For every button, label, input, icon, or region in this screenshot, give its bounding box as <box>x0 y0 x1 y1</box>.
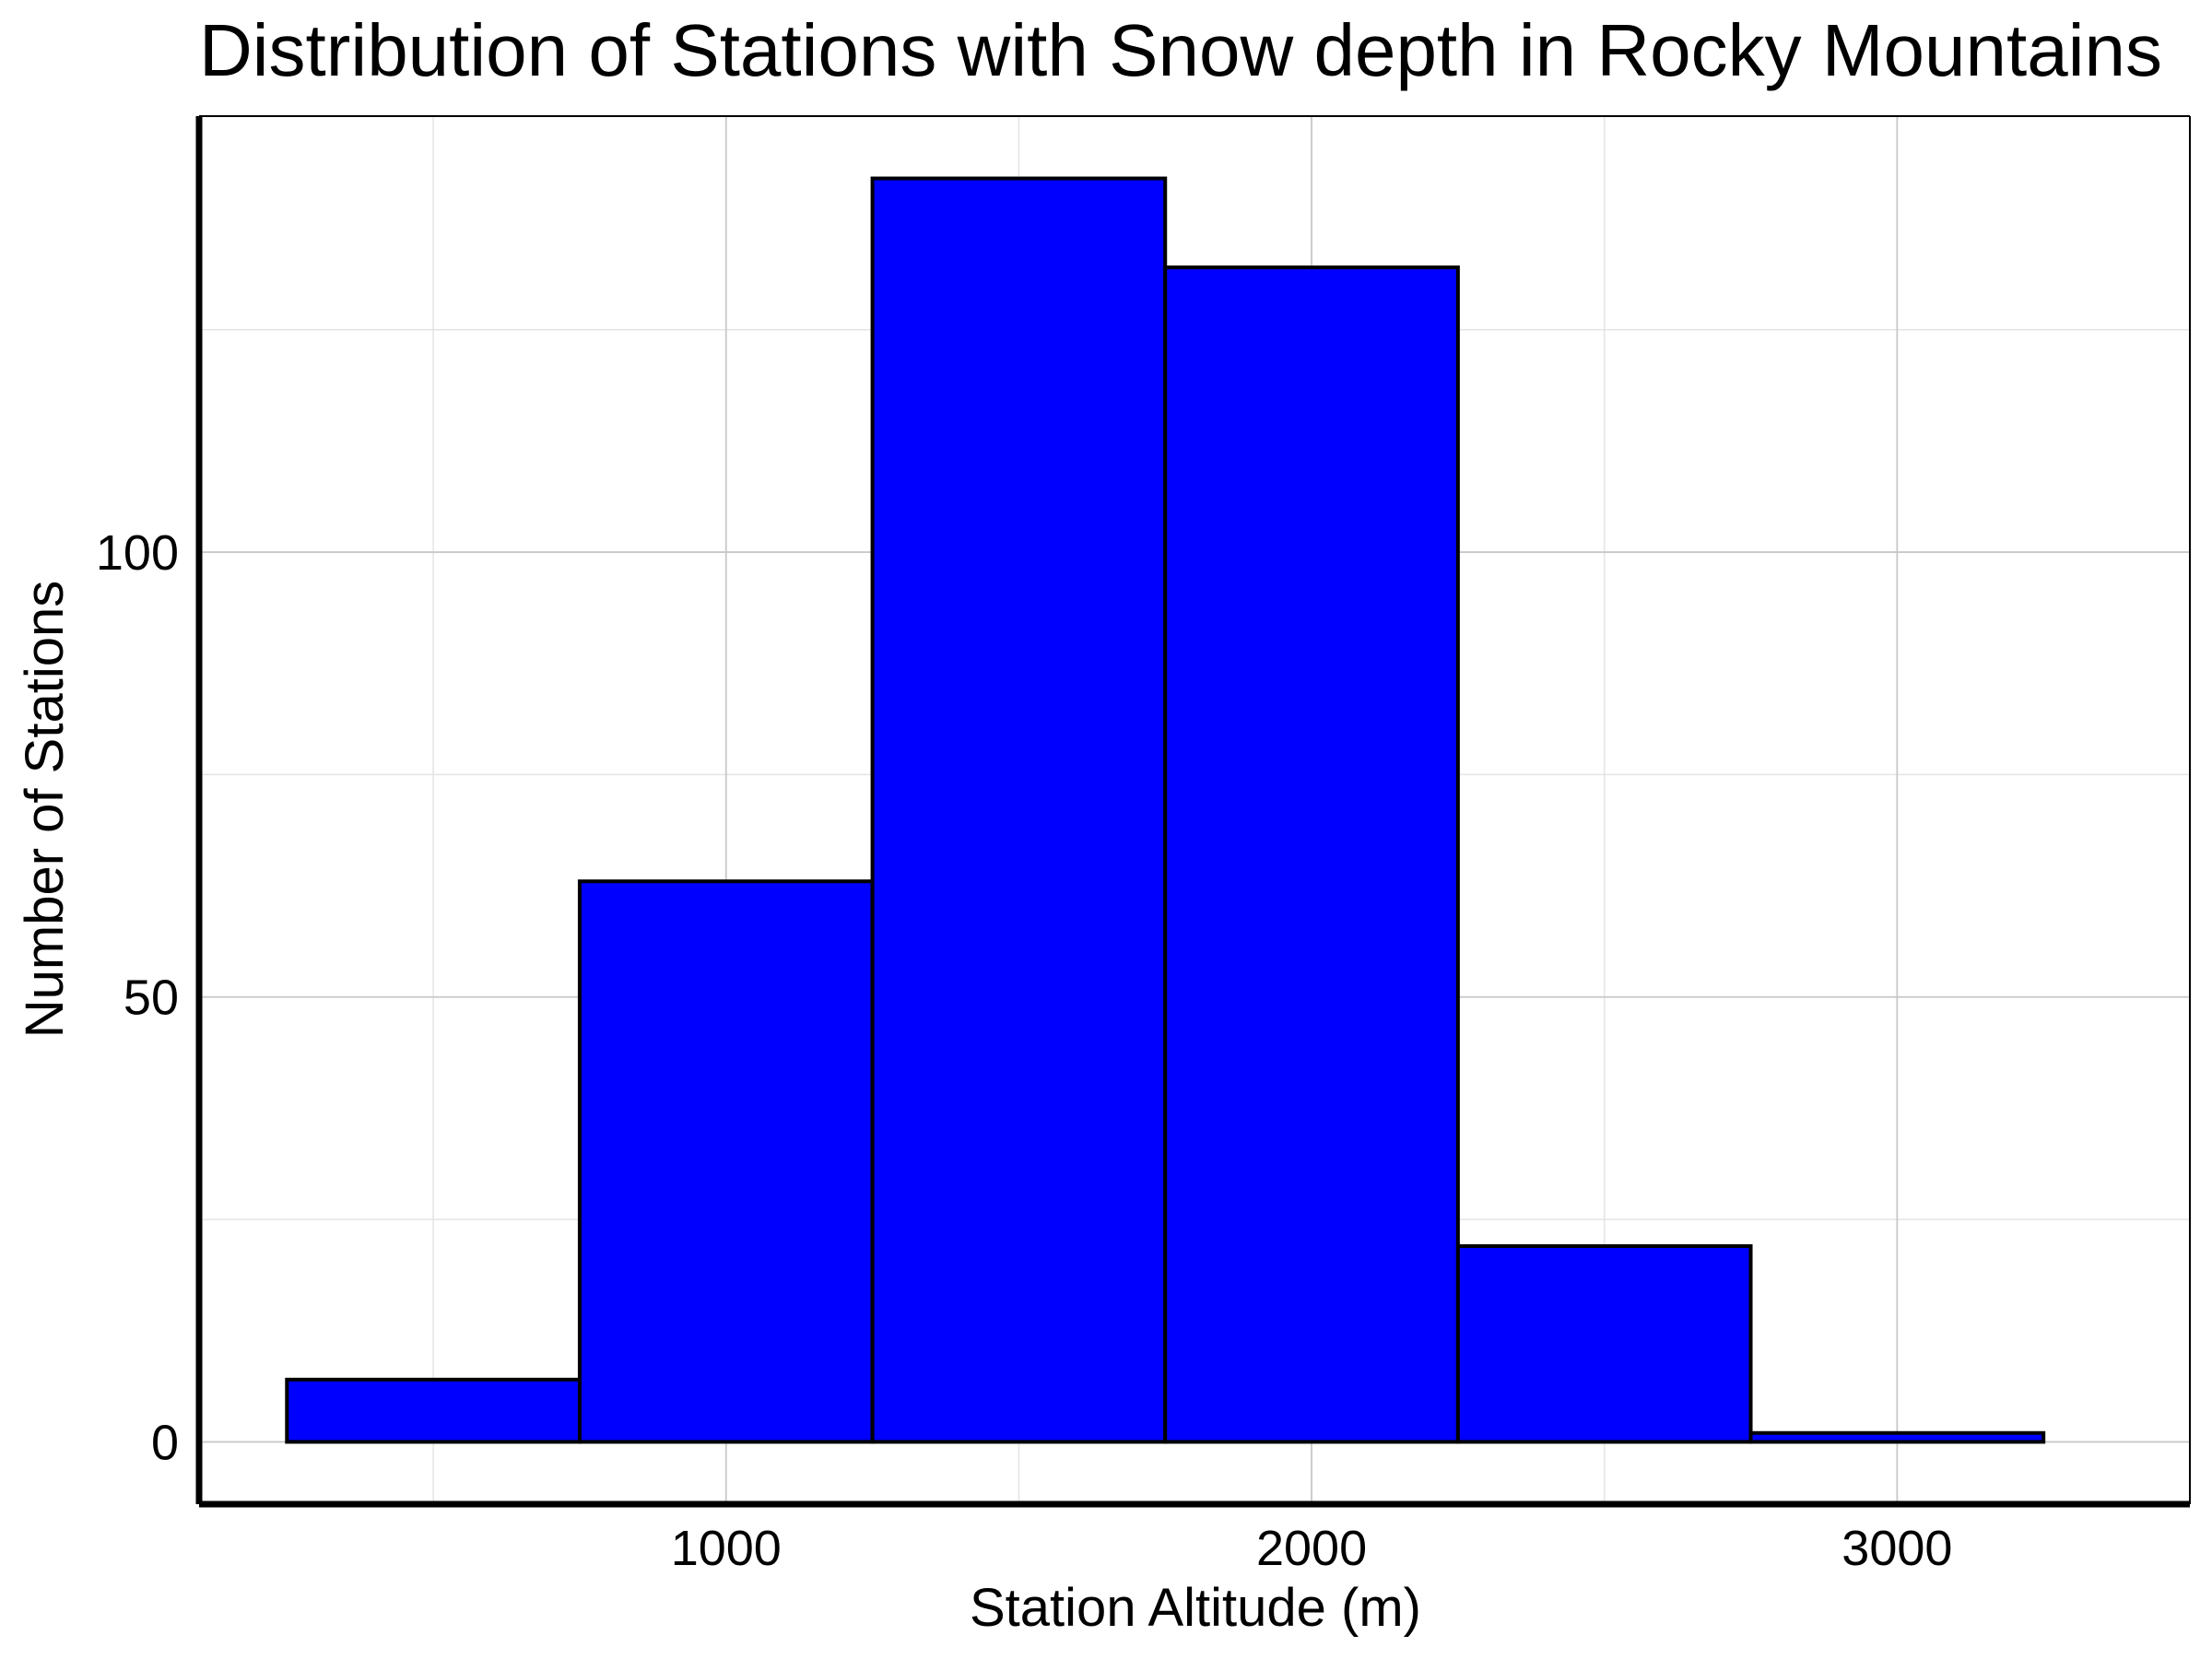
x-tick-label: 1000 <box>671 1521 782 1576</box>
chart-title: Distribution of Stations with Snow depth… <box>199 9 2162 91</box>
histogram-bars <box>285 176 2046 1444</box>
y-tick-label: 0 <box>151 1415 179 1470</box>
axes <box>195 115 2191 1508</box>
x-axis-label: Station Altitude (m) <box>970 1578 1421 1638</box>
tick-labels: 1000 2000 3000 0 50 100 <box>96 525 1953 1576</box>
histogram-bar <box>285 1377 582 1444</box>
x-tick-label: 2000 <box>1256 1521 1367 1576</box>
histogram-bar <box>1455 1244 1753 1444</box>
y-tick-label: 50 <box>124 971 179 1026</box>
histogram-bar <box>870 176 1168 1444</box>
x-tick-label: 3000 <box>1841 1521 1952 1576</box>
histogram-bar <box>1748 1430 2046 1444</box>
y-tick-label: 100 <box>96 525 179 581</box>
histogram-bar <box>1163 265 1460 1444</box>
y-axis-label: Number of Stations <box>15 581 75 1038</box>
histogram-bar <box>577 879 875 1444</box>
